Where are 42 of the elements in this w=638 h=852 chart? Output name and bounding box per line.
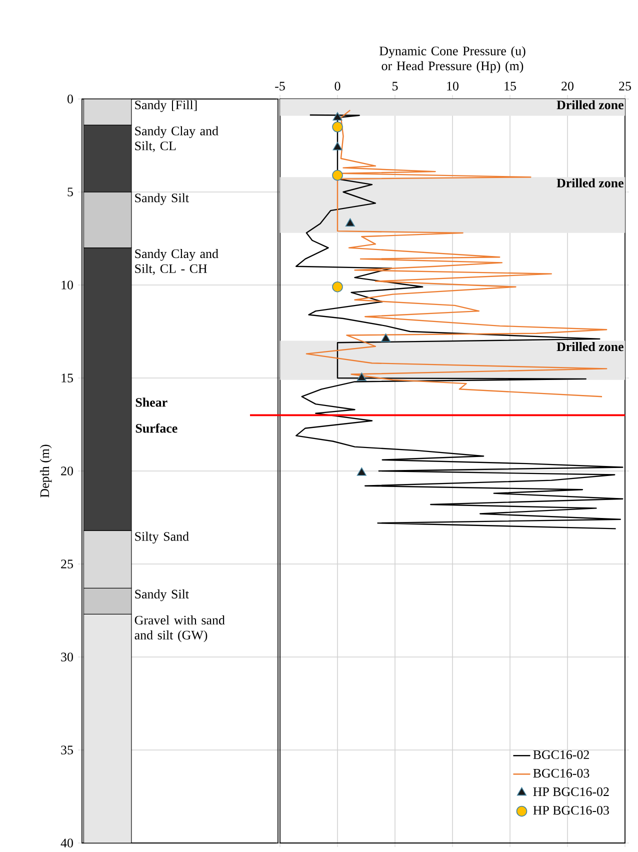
series-label: Sandy Silt xyxy=(135,589,189,602)
x-axis-title: Dynamic Cone Pressure (u) or Head Pressure (Hp) (m) xyxy=(380,46,526,73)
x-tick-label: -5 xyxy=(275,82,285,90)
series-label: Sandy Clay and Silt, CL - CH xyxy=(135,249,218,275)
legend-label: HP BGC16-03 xyxy=(533,806,609,815)
y-tick-label: 35 xyxy=(61,746,73,754)
legend-label: BGC16-02 xyxy=(533,750,589,760)
point xyxy=(332,170,343,181)
x-tick-label: 25 xyxy=(619,82,631,90)
legend-label: HP BGC16-02 xyxy=(533,787,609,796)
point xyxy=(332,142,342,150)
point xyxy=(356,372,366,381)
y-axis-title: Depth (m) xyxy=(40,444,52,498)
point xyxy=(345,218,355,227)
band-label: Drilled zone xyxy=(556,342,624,352)
text: Shear Surface xyxy=(136,398,178,433)
point xyxy=(332,281,343,292)
series-label: Sandy Clay and Silt, CL xyxy=(135,126,218,152)
series-label: Gravel with sand and silt (GW) xyxy=(134,615,225,642)
y-tick-label: 5 xyxy=(68,188,73,196)
point xyxy=(381,334,391,342)
series-label: Sandy Silt xyxy=(135,193,189,205)
y-tick-label: 30 xyxy=(61,652,73,662)
y-tick-label: 40 xyxy=(60,838,73,848)
y-tick-label: 20 xyxy=(61,466,73,476)
point xyxy=(332,112,342,120)
x-tick-label: 10 xyxy=(447,82,458,90)
x-tick-label: 20 xyxy=(562,82,574,90)
x-tick-label: 5 xyxy=(392,82,398,90)
band-label: Drilled zone xyxy=(556,178,624,188)
series-label: Silty Sand xyxy=(135,532,189,544)
y-tick-label: 10 xyxy=(62,280,73,290)
point xyxy=(332,122,343,132)
y-tick-label: 15 xyxy=(62,374,73,382)
x-tick-label: 0 xyxy=(334,82,340,90)
series-label: Sandy [Fill] xyxy=(135,100,197,112)
point xyxy=(356,467,366,476)
x-tick-label: 15 xyxy=(504,82,516,90)
band-label: Drilled zone xyxy=(556,100,624,110)
y-tick-label: 25 xyxy=(61,560,73,568)
y-tick-label: 0 xyxy=(68,94,73,104)
legend-label: BGC16-03 xyxy=(533,768,590,778)
